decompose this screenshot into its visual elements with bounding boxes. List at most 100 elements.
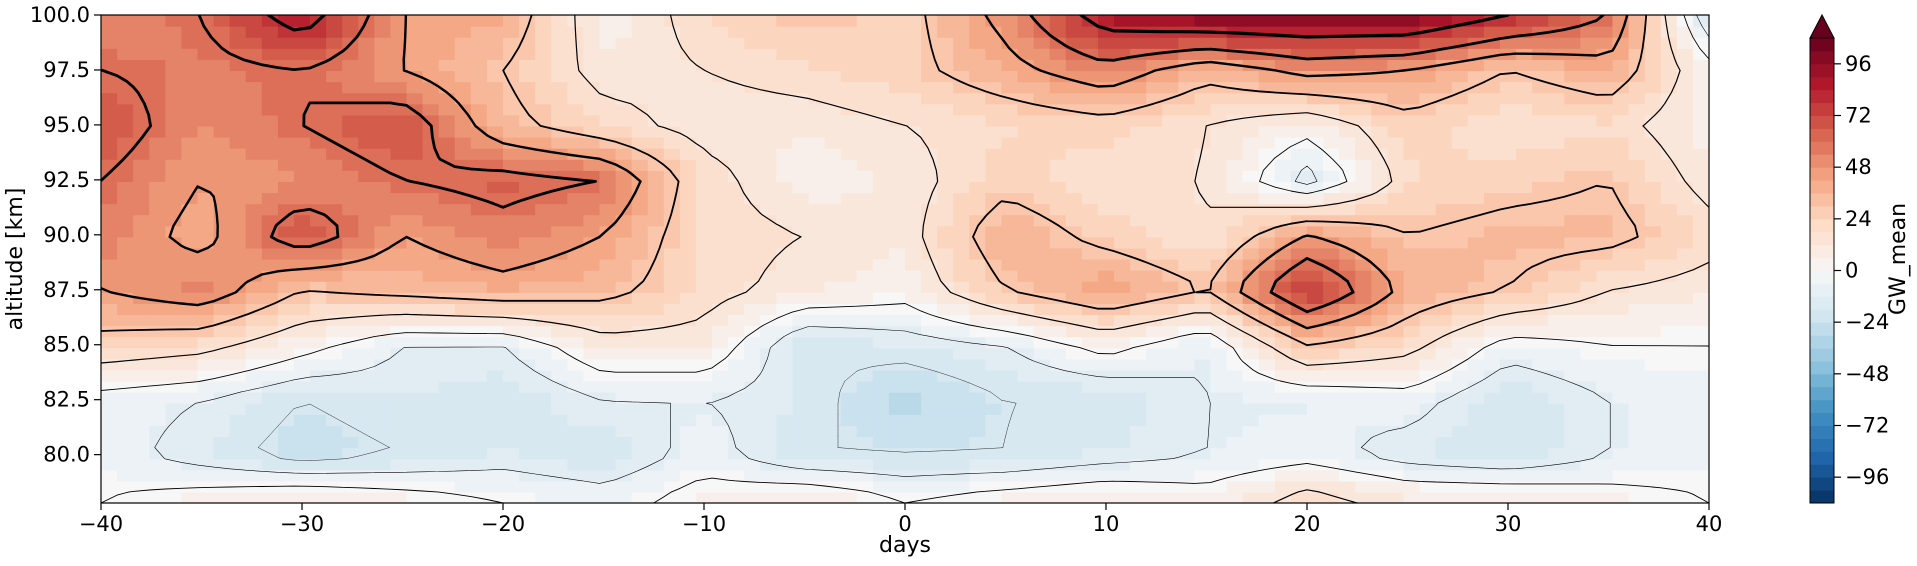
heat-cell [872,480,890,493]
heat-cell [422,358,440,371]
heat-cell [1483,281,1501,293]
heat-cell [1660,381,1678,393]
heat-cell [1692,137,1709,149]
heat-cell [486,70,504,83]
heat-cell [1564,436,1581,449]
heat-cell [599,59,617,72]
heat-cell [856,392,874,404]
heat-cell [599,425,617,438]
heat-cell [647,414,665,426]
heat-cell [197,170,215,182]
heat-cell [1114,403,1131,415]
heat-cell [1467,314,1485,327]
heat-cell [1467,336,1485,349]
heat-cell [310,92,327,105]
heat-cell [969,281,986,293]
heat-cell [1532,159,1549,171]
heat-cell [406,114,424,127]
heat-cell [1114,381,1131,393]
heat-cell [1628,70,1646,83]
heat-cell [454,469,472,482]
heat-cell [277,325,295,338]
heat-cell [519,159,536,171]
heat-cell [1339,81,1356,94]
heat-cell [647,314,665,327]
heat-cell [197,392,215,404]
heat-cell [1596,103,1614,116]
heat-cell [1049,170,1067,182]
heat-cell [1435,392,1453,404]
heat-cell [503,292,520,304]
heat-cell [1612,37,1630,49]
heat-cell [470,59,488,72]
heat-cell [728,114,745,127]
heat-cell [486,37,504,49]
heat-cell [1242,48,1260,60]
heat-cell [535,325,552,338]
heat-cell [840,436,858,449]
heat-cell [1017,358,1035,371]
heat-cell [712,281,729,293]
heat-cell [1130,458,1147,471]
colorbar-band [1810,38,1834,52]
heat-cell [1307,92,1324,105]
heat-cell [181,170,199,182]
heat-cell [760,81,777,94]
colorbar-tick-label: 48 [1845,155,1872,179]
heat-cell [1532,137,1549,149]
heat-cell [374,148,392,160]
heat-cell [1049,325,1067,338]
heat-cell [1162,292,1179,304]
heat-cell [374,26,392,38]
heat-cell [905,403,922,415]
heat-cell [1660,70,1678,83]
heat-cell [1564,325,1581,338]
heat-cell [181,347,199,360]
heat-cell [1258,369,1276,382]
heat-cell [760,314,777,327]
heat-cell [921,225,938,238]
heat-cell [1499,425,1517,438]
heat-cell [985,247,1003,260]
heat-cell [824,125,842,138]
heat-cell [615,59,633,72]
heat-cell [631,59,649,72]
heat-cell [1612,403,1630,415]
heat-cell [567,369,584,382]
heat-cell [1307,159,1324,171]
heat-cell [1564,225,1581,238]
colorbar-tick-label: −24 [1845,310,1889,334]
heat-cell [856,325,874,338]
heat-cell [326,103,343,116]
heat-cell [808,48,826,60]
heat-cell [808,270,826,282]
heat-cell [245,414,263,426]
heat-cell [438,170,456,182]
heat-cell [728,137,745,149]
heat-cell [679,270,697,282]
heat-cell [1097,358,1115,371]
heat-cell [1274,137,1292,149]
heat-cell [1692,159,1709,171]
heat-cell [1644,225,1662,238]
heat-cell [1548,247,1565,260]
heat-cell [1676,425,1694,438]
heat-cell [679,425,697,438]
heat-cell [1242,15,1260,27]
heat-cell [808,37,826,49]
heat-cell [776,59,794,72]
heat-cell [181,214,199,227]
heat-cell [1242,447,1260,460]
heat-cell [229,59,247,72]
heat-cell [792,103,810,116]
heat-cell [551,369,568,382]
heat-cell [519,70,536,83]
heat-cell [326,469,343,482]
heat-cell [1162,192,1179,205]
heat-cell [197,125,215,138]
heat-cell [310,325,327,338]
heat-cell [165,181,182,194]
heat-cell [374,403,392,415]
heat-cell [261,181,279,194]
heat-cell [293,314,311,327]
